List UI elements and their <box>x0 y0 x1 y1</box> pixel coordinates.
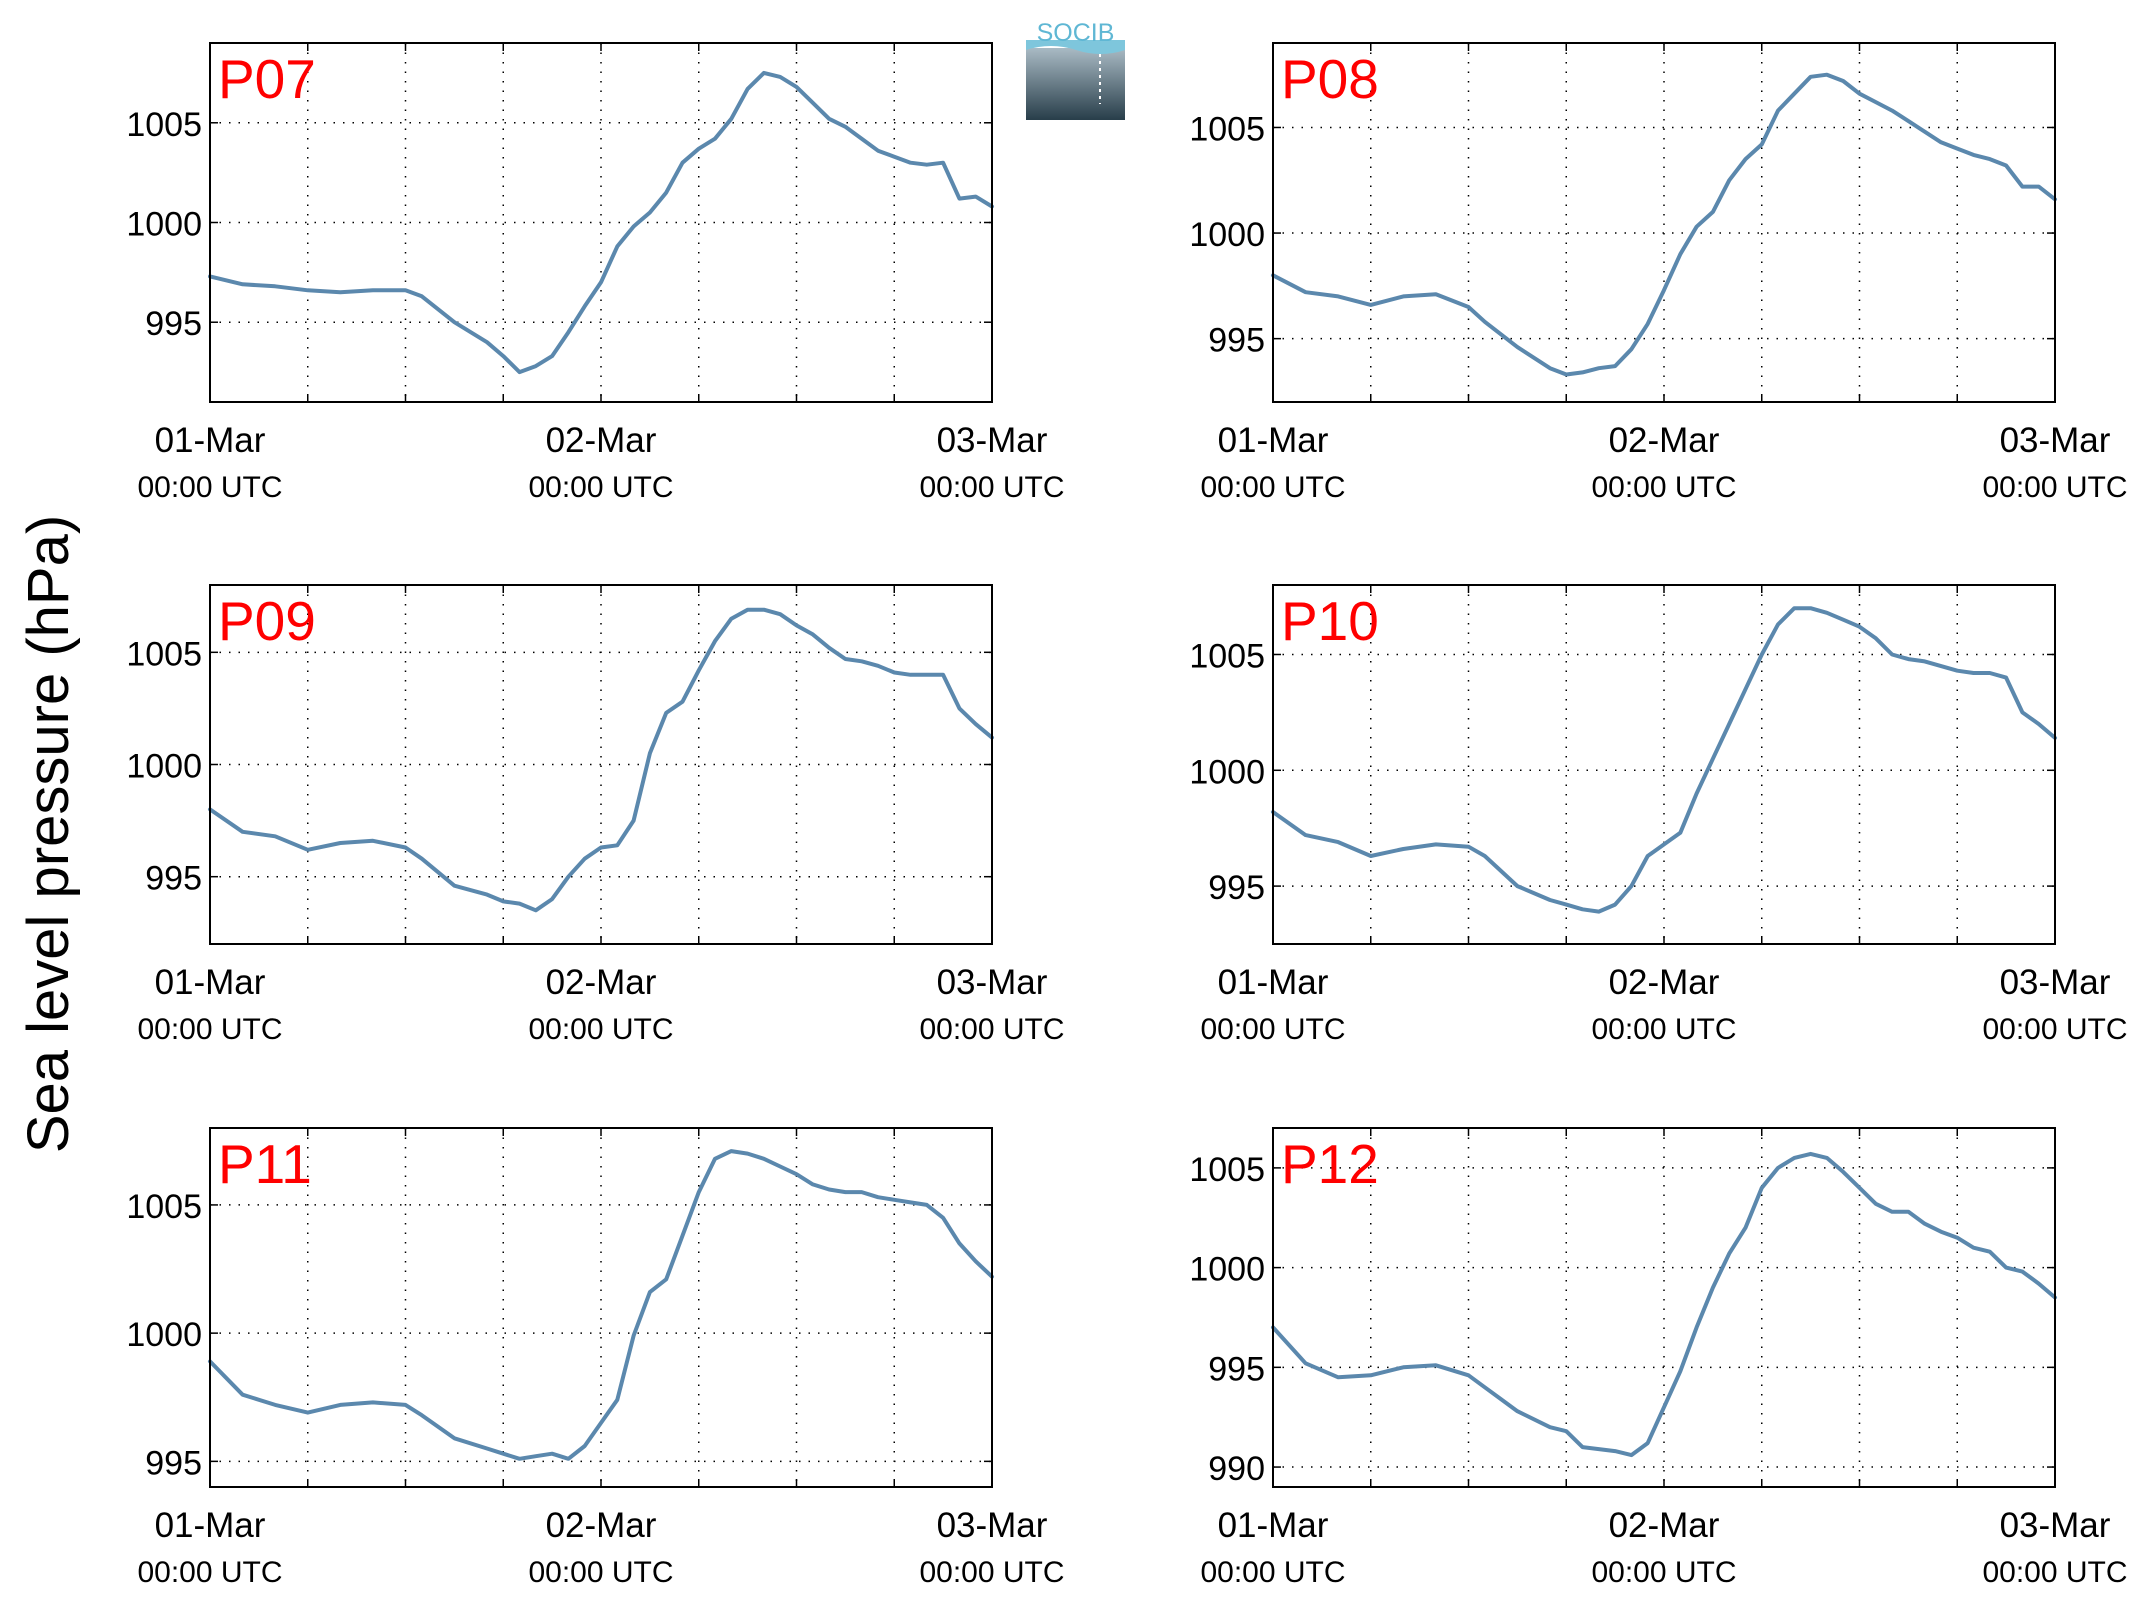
x-tick-label-time: 00:00 UTC <box>1200 471 1345 504</box>
y-tick-label: 1000 <box>1189 1251 1265 1289</box>
svg-text:SOCIB: SOCIB <box>1037 20 1115 47</box>
plot-frame <box>1272 584 2056 945</box>
y-tick-label: 1000 <box>126 748 202 786</box>
x-tick-label-date: 01-Mar <box>1218 421 1329 460</box>
x-tick-label-date: 03-Mar <box>937 421 1048 460</box>
x-tick-label-time: 00:00 UTC <box>1982 1556 2127 1589</box>
x-tick-label-date: 03-Mar <box>2000 421 2111 460</box>
x-tick-label-time: 00:00 UTC <box>1982 471 2127 504</box>
x-tick-label-date: 03-Mar <box>937 1506 1048 1545</box>
panel-label: P07 <box>218 48 316 110</box>
x-tick-label-time: 00:00 UTC <box>528 1556 673 1589</box>
x-tick-label-time: 00:00 UTC <box>137 1013 282 1046</box>
plot-frame <box>209 584 993 945</box>
y-tick-label: 995 <box>145 305 202 343</box>
x-tick-label-time: 00:00 UTC <box>1200 1013 1345 1046</box>
x-tick-label-date: 01-Mar <box>1218 1506 1329 1545</box>
chart-panel-p11: 995 1000 1005 01-Mar 00:00 UTC 02-Mar 00:00 UT… <box>126 1127 1065 1589</box>
panel-label: P12 <box>1281 1133 1379 1195</box>
x-tick-label-time: 00:00 UTC <box>528 471 673 504</box>
y-tick-label: 1005 <box>126 1188 202 1226</box>
x-tick-label-date: 03-Mar <box>937 963 1048 1002</box>
x-tick-label-time: 00:00 UTC <box>528 1013 673 1046</box>
pressure-series-line <box>1271 72 2057 377</box>
pressure-series-line <box>208 607 994 913</box>
y-tick-label: 995 <box>1208 322 1265 360</box>
chart-panel-p08: 995 1000 1005 01-Mar 00:00 UTC 02-Mar 00:00 UT… <box>1189 42 2128 504</box>
x-tick-label-date: 01-Mar <box>155 1506 266 1545</box>
y-tick-label: 1005 <box>126 106 202 144</box>
panel-label: P08 <box>1281 48 1379 110</box>
x-tick-label-time: 00:00 UTC <box>919 471 1064 504</box>
y-tick-label: 1000 <box>126 1316 202 1354</box>
x-tick-label-date: 01-Mar <box>155 421 266 460</box>
y-tick-label: 995 <box>1208 869 1265 907</box>
y-tick-label: 1005 <box>126 635 202 673</box>
x-tick-label-time: 00:00 UTC <box>919 1013 1064 1046</box>
y-tick-label: 1005 <box>1189 637 1265 675</box>
plot-frame <box>1272 42 2056 403</box>
pressure-series-line <box>1271 1151 2057 1458</box>
y-tick-label: 1005 <box>1189 110 1265 148</box>
pressure-series-line <box>1271 606 2057 914</box>
x-tick-label-date: 03-Mar <box>2000 963 2111 1002</box>
y-tick-label: 1000 <box>1189 753 1265 791</box>
x-tick-label-date: 02-Mar <box>546 421 657 460</box>
shared-y-axis-label: Sea level pressure (hPa) <box>16 514 81 1154</box>
x-tick-label-date: 01-Mar <box>1218 963 1329 1002</box>
y-tick-label: 1000 <box>1189 216 1265 254</box>
y-tick-label: 1005 <box>1189 1151 1265 1189</box>
y-tick-label: 995 <box>145 860 202 898</box>
x-tick-label-date: 02-Mar <box>1609 963 1720 1002</box>
chart-panel-p07: 995 1000 1005 01-Mar 00:00 UTC 02-Mar 00:00 UT… <box>126 42 1065 504</box>
socib-logo: SOCIB <box>1026 20 1125 120</box>
x-tick-label-time: 00:00 UTC <box>1200 1556 1345 1589</box>
y-tick-label: 1000 <box>126 206 202 244</box>
plot-frame <box>209 1127 993 1488</box>
x-tick-label-time: 00:00 UTC <box>919 1556 1064 1589</box>
x-tick-label-date: 03-Mar <box>2000 1506 2111 1545</box>
x-tick-label-time: 00:00 UTC <box>137 1556 282 1589</box>
x-tick-label-date: 02-Mar <box>546 1506 657 1545</box>
x-tick-label-date: 02-Mar <box>546 963 657 1002</box>
x-tick-label-date: 02-Mar <box>1609 1506 1720 1545</box>
x-tick-label-time: 00:00 UTC <box>137 471 282 504</box>
panel-label: P11 <box>218 1133 312 1195</box>
y-tick-label: 995 <box>145 1444 202 1482</box>
y-tick-label: 995 <box>1208 1350 1265 1388</box>
chart-panel-p09: 995 1000 1005 01-Mar 00:00 UTC 02-Mar 00:00 UT… <box>126 584 1065 1046</box>
x-tick-label-time: 00:00 UTC <box>1591 1556 1736 1589</box>
x-tick-label-date: 02-Mar <box>1609 421 1720 460</box>
x-tick-label-time: 00:00 UTC <box>1982 1013 2127 1046</box>
x-tick-label-date: 01-Mar <box>155 963 266 1002</box>
panel-label: P09 <box>218 590 316 652</box>
panel-label: P10 <box>1281 590 1379 652</box>
y-tick-label: 990 <box>1208 1450 1265 1488</box>
pressure-series-line <box>208 1149 994 1461</box>
plot-frame <box>209 42 993 403</box>
x-tick-label-time: 00:00 UTC <box>1591 1013 1736 1046</box>
pressure-series-line <box>208 70 994 375</box>
plot-frame <box>1272 1127 2056 1488</box>
chart-panel-p10: 995 1000 1005 01-Mar 00:00 UTC 02-Mar 00:00 UT… <box>1189 584 2128 1046</box>
chart-panel-p12: 990 995 1000 1005 01-Mar 00:00 UTC 02-Mar 00:00… <box>1189 1127 2128 1589</box>
x-tick-label-time: 00:00 UTC <box>1591 471 1736 504</box>
